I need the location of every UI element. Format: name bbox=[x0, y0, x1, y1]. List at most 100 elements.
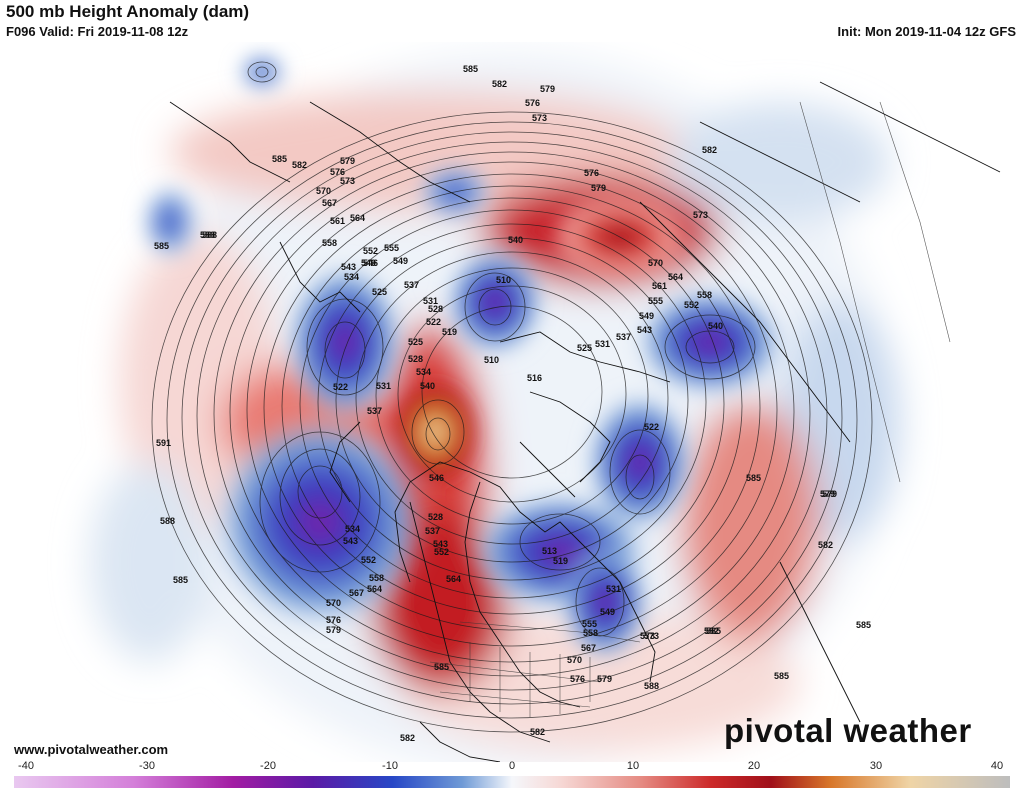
contour-label: 576 bbox=[525, 98, 540, 108]
contour-label: 549 bbox=[639, 311, 654, 321]
contour-label: 528 bbox=[428, 304, 443, 314]
contour-label: 519 bbox=[442, 327, 457, 337]
contour-label: 534 bbox=[345, 524, 360, 534]
contour-label: 585 bbox=[856, 620, 871, 630]
contour-label: 582 bbox=[400, 733, 415, 743]
contour-label: 582 bbox=[292, 160, 307, 170]
contour-label: 531 bbox=[606, 584, 621, 594]
colorbar-tick: 40 bbox=[990, 760, 1004, 772]
coastlines bbox=[169, 81, 1001, 762]
contour-label: 543 bbox=[343, 536, 358, 546]
contour-label: 516 bbox=[527, 373, 542, 383]
contour-label: 522 bbox=[644, 422, 659, 432]
colorbar-tick: -40 bbox=[18, 760, 34, 772]
contour-label: 519 bbox=[553, 556, 568, 566]
contour-label: 585 bbox=[746, 473, 761, 483]
contour-label: 522 bbox=[333, 382, 348, 392]
contour-label: 525 bbox=[577, 343, 592, 353]
contour-label: 534 bbox=[416, 367, 431, 377]
contour-label: 582 bbox=[492, 79, 507, 89]
chart-title: 500 mb Height Anomaly (dam) bbox=[6, 2, 250, 21]
contour-label: 558 bbox=[369, 573, 384, 583]
contour-label: 579 bbox=[597, 674, 612, 684]
contour-label: 510 bbox=[484, 355, 499, 365]
contour-label: 537 bbox=[425, 526, 440, 536]
contour-label: 537 bbox=[367, 406, 382, 416]
contour-label: 579 bbox=[540, 84, 555, 94]
contour-label: 510 bbox=[496, 275, 511, 285]
colorbar-tick: -10 bbox=[382, 760, 398, 772]
borders bbox=[429, 101, 951, 717]
contour-label: 552 bbox=[684, 300, 699, 310]
colorbar-tick: -30 bbox=[139, 760, 155, 772]
contour-label: 564 bbox=[350, 213, 365, 223]
valid-time: F096 Valid: Fri 2019-11-08 12z bbox=[6, 24, 189, 39]
contour-label: 585 bbox=[774, 671, 789, 681]
contour-label: 591 bbox=[156, 438, 171, 448]
contour-label: 555 bbox=[384, 243, 399, 253]
contour-label: 585 bbox=[154, 241, 169, 251]
contour-label: 567 bbox=[581, 643, 596, 653]
contour-label: 534 bbox=[344, 272, 359, 282]
contour-label: 579 bbox=[326, 625, 341, 635]
contour-label: 585 bbox=[173, 575, 188, 585]
contour-label: 573 bbox=[532, 113, 547, 123]
contour-label: 582 bbox=[530, 727, 545, 737]
contour-label: 543 bbox=[637, 325, 652, 335]
contour-label: 531 bbox=[423, 296, 438, 306]
colorbar-tick: 20 bbox=[747, 760, 761, 772]
contour-label: 573 bbox=[340, 176, 355, 186]
contour-label: 552 bbox=[361, 555, 376, 565]
contour-label: 531 bbox=[376, 381, 391, 391]
contour-label: 558 bbox=[322, 238, 337, 248]
contour-label: 513 bbox=[542, 546, 557, 556]
contour-label: 558 bbox=[697, 290, 712, 300]
contour-label: 588 bbox=[160, 516, 175, 526]
contour-label: 522 bbox=[426, 317, 441, 327]
contour-label: 576 bbox=[584, 168, 599, 178]
contour-label: 576 bbox=[570, 674, 585, 684]
contour-label: 573 bbox=[693, 210, 708, 220]
contour-label: 540 bbox=[708, 321, 723, 331]
contour-label: 561 bbox=[330, 216, 345, 226]
contour-label: 564 bbox=[446, 574, 461, 584]
anomaly-map: 585 582 579 576 573 585 582 579 576 573 … bbox=[0, 42, 1024, 762]
contour-label: 585 bbox=[434, 662, 449, 672]
contour-label: 528 bbox=[428, 512, 443, 522]
colorbar-ticks: -40 -30 -20 -10 0 10 20 30 40 bbox=[0, 760, 1024, 776]
contour-label: 576 bbox=[326, 615, 341, 625]
contour-label: 573 bbox=[644, 631, 659, 641]
colorbar-tick: -20 bbox=[260, 760, 276, 772]
colorbar bbox=[14, 776, 1010, 788]
contour-label: 543 bbox=[433, 539, 448, 549]
contour-label: 588 bbox=[644, 681, 659, 691]
init-time: Init: Mon 2019-11-04 12z GFS bbox=[837, 24, 1016, 39]
contour-labels: 585 582 579 576 573 585 582 579 576 573 … bbox=[154, 64, 871, 743]
contour-label: 549 bbox=[361, 258, 376, 268]
contour-label: 582 bbox=[702, 145, 717, 155]
contour-label: 570 bbox=[567, 655, 582, 665]
contour-label: 549 bbox=[393, 256, 408, 266]
contour-label: 552 bbox=[434, 547, 449, 557]
contour-label: 540 bbox=[420, 381, 435, 391]
pivotal-weather-logo: pivotal weather bbox=[724, 712, 972, 749]
contour-label: 537 bbox=[616, 332, 631, 342]
contour-label: 582 bbox=[704, 626, 719, 636]
height-contours bbox=[151, 61, 873, 733]
contour-label: 561 bbox=[652, 281, 667, 291]
contour-label: 573 bbox=[640, 631, 655, 641]
contour-label: 552 bbox=[363, 246, 378, 256]
contour-label: 564 bbox=[668, 272, 683, 282]
contour-label: 555 bbox=[582, 619, 597, 629]
contour-label: 585 bbox=[272, 154, 287, 164]
contour-label: 540 bbox=[508, 235, 523, 245]
contour-label: 525 bbox=[408, 337, 423, 347]
contour-label: 579 bbox=[591, 183, 606, 193]
contour-label: 570 bbox=[316, 186, 331, 196]
contour-label: 567 bbox=[322, 198, 337, 208]
contour-label: 567 bbox=[349, 588, 364, 598]
colorbar-tick: 30 bbox=[869, 760, 883, 772]
contour-label: 579 bbox=[822, 489, 837, 499]
colorbar-tick: 0 bbox=[508, 760, 516, 772]
contour-label: 588 bbox=[200, 230, 215, 240]
